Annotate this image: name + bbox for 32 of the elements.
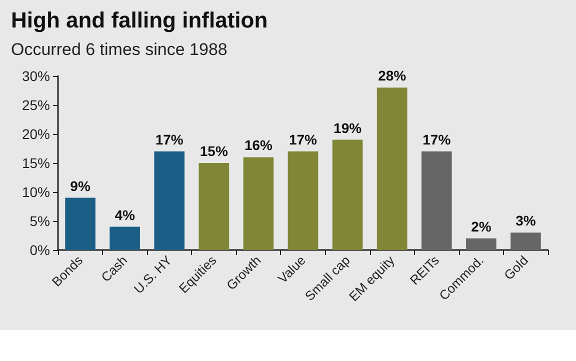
chart-subtitle: Occurred 6 times since 1988 (11, 40, 228, 59)
data-label: 17% (288, 131, 318, 148)
data-label: 17% (155, 131, 184, 148)
bar (332, 140, 363, 250)
y-tick-label: 0% (30, 242, 50, 258)
chart-title: High and falling inflation (11, 8, 268, 32)
bar (466, 238, 496, 250)
bar (65, 198, 96, 250)
x-tick-label: U.S. HY (130, 252, 175, 296)
y-tick-label: 15% (22, 155, 50, 171)
bar (376, 88, 408, 250)
bar (198, 163, 230, 250)
bar (421, 151, 452, 250)
y-tick-label: 10% (22, 184, 50, 200)
data-label: 9% (70, 178, 91, 194)
data-label: 15% (200, 143, 228, 159)
data-label: 17% (422, 131, 452, 148)
bar (243, 157, 274, 250)
bar (288, 151, 318, 250)
bar (110, 226, 140, 250)
bar (154, 151, 185, 250)
data-label: 2% (471, 218, 492, 234)
bar (510, 232, 541, 250)
y-tick-label: 25% (22, 97, 50, 113)
y-tick-label: 30% (22, 68, 50, 84)
data-label: 3% (516, 212, 536, 229)
y-tick-label: 20% (22, 126, 50, 142)
data-label: 19% (334, 120, 362, 136)
data-label: 16% (244, 137, 274, 154)
data-label: 28% (378, 68, 407, 84)
y-tick-label: 5% (30, 213, 50, 229)
data-label: 4% (114, 206, 136, 223)
